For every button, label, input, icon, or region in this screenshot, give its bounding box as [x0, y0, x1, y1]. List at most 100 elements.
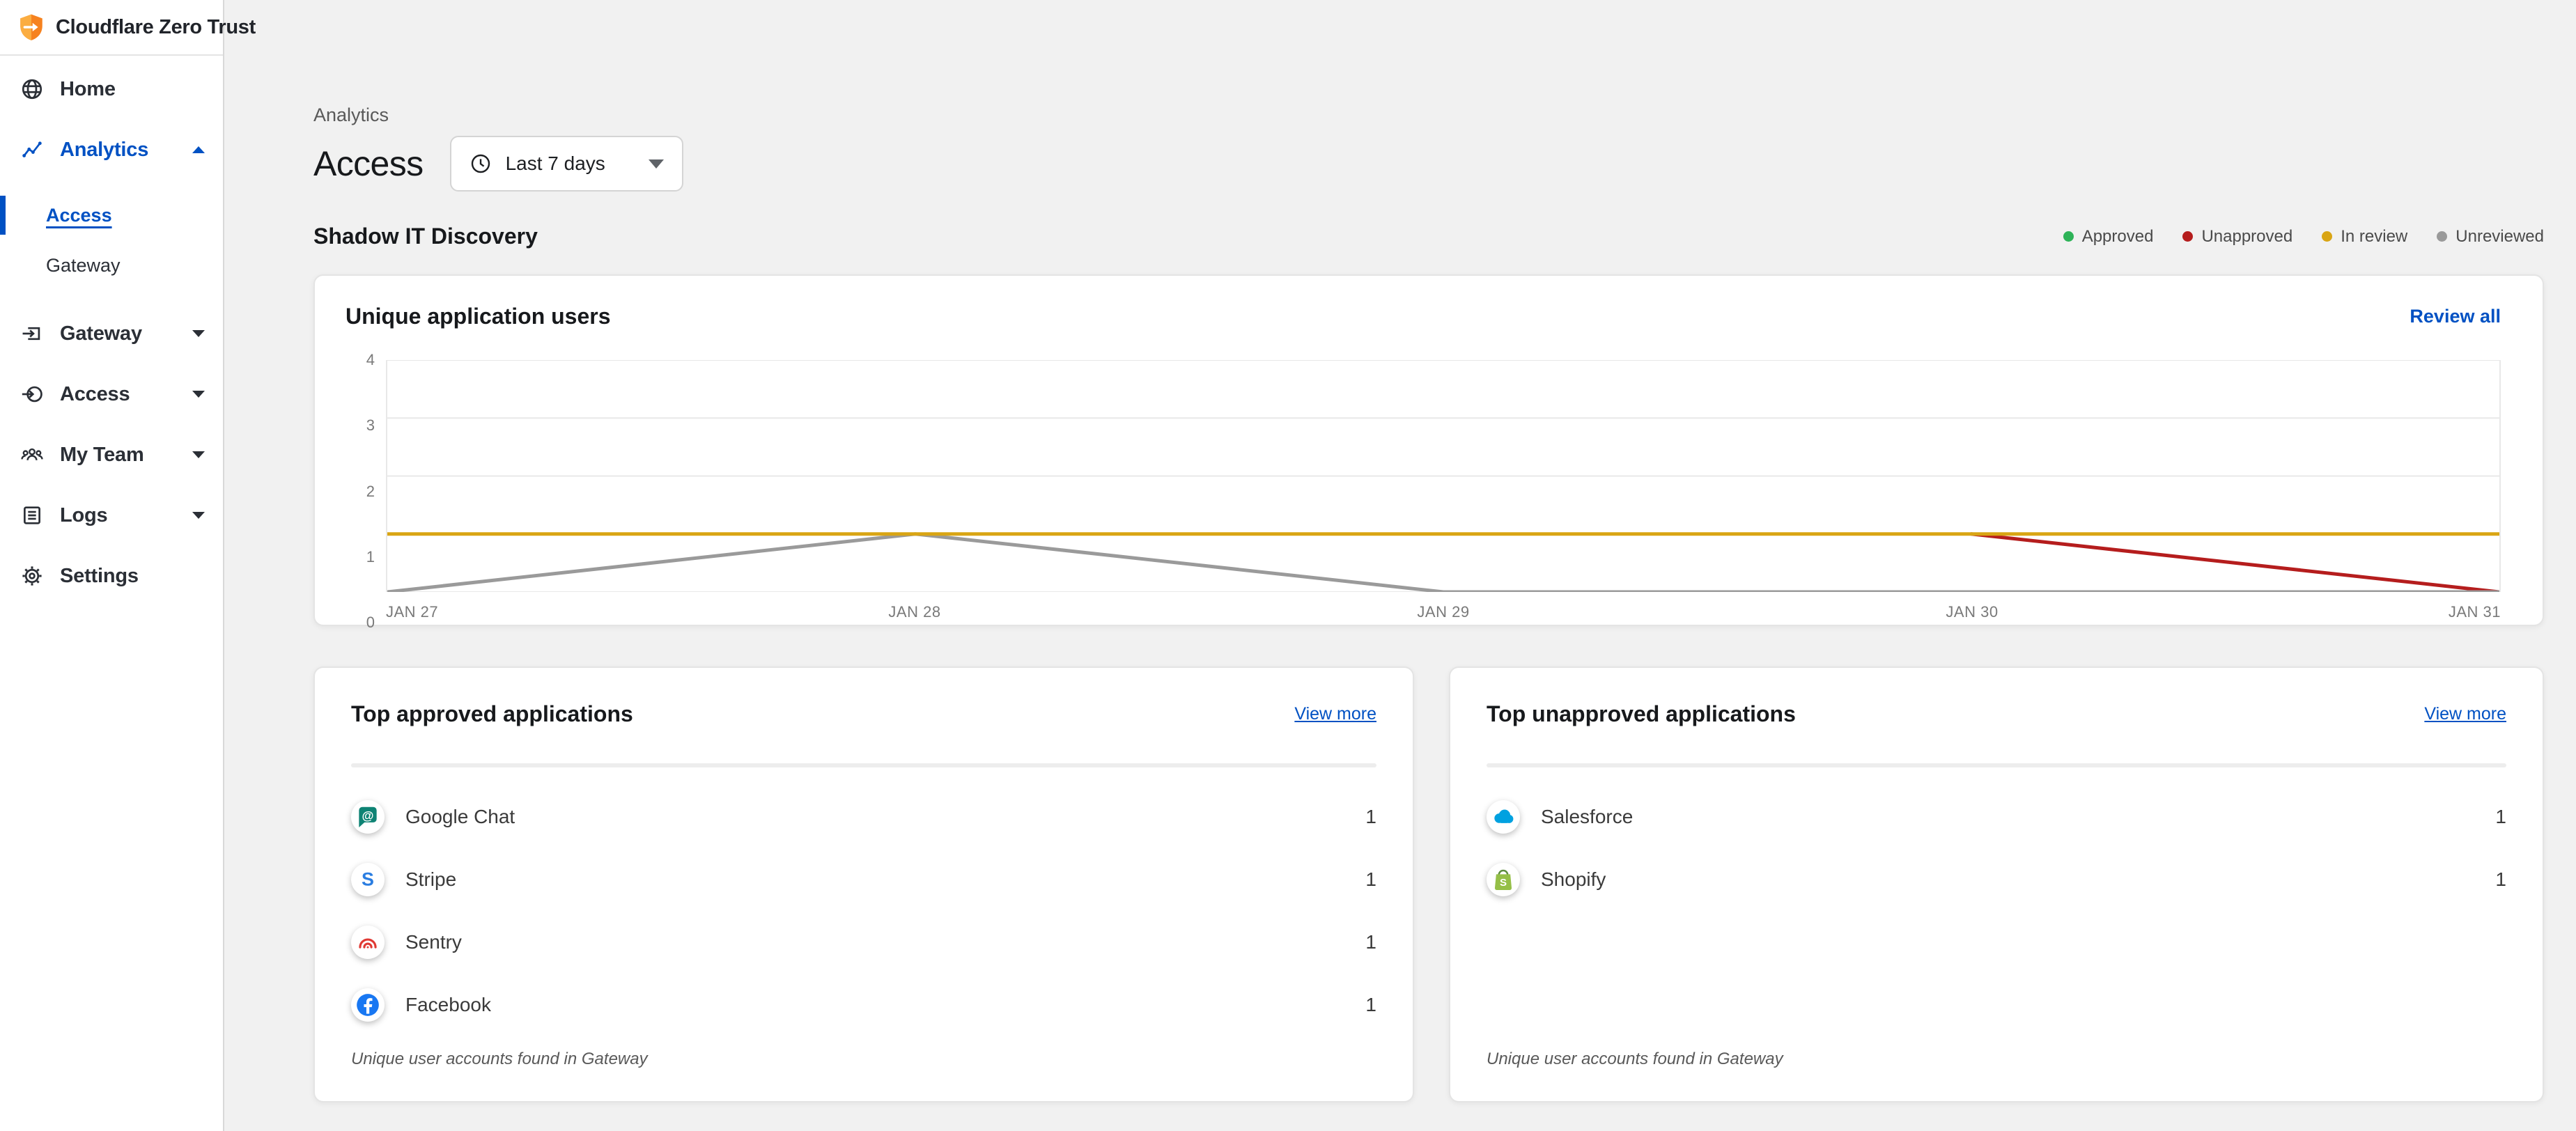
logs-icon — [20, 503, 45, 528]
unreviewed-dot-icon — [2437, 231, 2448, 242]
app-value: 1 — [1365, 868, 1376, 890]
status-legend: Approved Unapproved In review Unreviewed — [2063, 227, 2544, 247]
chevron-down-icon — [191, 329, 206, 338]
clock-icon — [470, 153, 492, 175]
sentry-icon — [351, 926, 385, 959]
salesforce-icon — [1487, 800, 1520, 834]
sidebar-item-logs[interactable]: Logs — [0, 488, 223, 543]
shopify-icon: S — [1487, 863, 1520, 896]
app-value: 1 — [1365, 931, 1376, 953]
gateway-icon — [20, 321, 45, 346]
approved-dot-icon — [2063, 231, 2074, 242]
legend-in-review: In review — [2322, 227, 2407, 247]
svg-text:S: S — [1500, 877, 1507, 889]
app-name: Shopify — [1541, 868, 1606, 890]
divider — [1487, 763, 2506, 767]
sidebar-item-label: My Team — [60, 443, 144, 466]
time-range-value: Last 7 days — [505, 153, 605, 174]
svg-text:S: S — [362, 869, 374, 890]
facebook-icon — [351, 988, 385, 1022]
chevron-down-icon — [191, 510, 206, 520]
sidebar-item-settings[interactable]: Settings — [0, 548, 223, 604]
sidebar-subitem-gateway[interactable]: Gateway — [46, 240, 223, 290]
sidebar-item-analytics[interactable]: Analytics — [0, 122, 223, 178]
app-row-facebook: Facebook 1 — [351, 974, 1376, 1036]
app-row-stripe: S Stripe 1 — [351, 848, 1376, 911]
app-value: 1 — [1365, 806, 1376, 827]
line-chart-plot[interactable] — [386, 360, 2501, 592]
app-name: Sentry — [405, 931, 462, 953]
sidebar-item-label: Gateway — [60, 322, 142, 345]
view-more-link[interactable]: View more — [2424, 704, 2506, 724]
view-more-link[interactable]: View more — [1294, 704, 1376, 724]
chevron-down-icon — [191, 389, 206, 399]
sidebar: Cloudflare Zero Trust Home — [0, 0, 256, 1131]
sidebar-item-label: Access — [60, 382, 130, 405]
app-value: 1 — [2495, 806, 2506, 827]
breadcrumb: Analytics — [313, 104, 389, 125]
logo[interactable]: Cloudflare Zero Trust — [0, 0, 256, 56]
team-icon — [20, 442, 45, 467]
legend-approved: Approved — [2063, 226, 2154, 247]
page-title: Access — [313, 144, 424, 183]
svg-text:@: @ — [362, 809, 374, 822]
sidebar-item-home[interactable]: Home — [0, 61, 223, 117]
unapproved-dot-icon — [2182, 231, 2194, 242]
time-range-dropdown[interactable]: Last 7 days — [449, 136, 683, 192]
stripe-icon: S — [351, 863, 385, 896]
legend-unapproved: Unapproved — [2182, 227, 2292, 247]
app-name: Google Chat — [405, 806, 515, 827]
line-chart-svg — [387, 360, 2499, 592]
sidebar-item-label: Logs — [60, 504, 108, 526]
approved-card-title: Top approved applications — [351, 701, 633, 726]
app-name: Stripe — [405, 868, 457, 890]
app-value: 1 — [1365, 994, 1376, 1015]
top-unapproved-card: Top unapproved applications View more — [1449, 666, 2544, 1102]
approved-app-list: @ Google Chat 1 S Stripe 1 — [351, 786, 1376, 1036]
app-name: Salesforce — [1541, 806, 1634, 827]
app-row-shopify: S Shopify 1 — [1487, 848, 2506, 911]
sidebar-nav: Home Analytics Access Gat — [0, 56, 223, 604]
subitem-label: Access — [46, 204, 112, 226]
in-review-dot-icon — [2322, 231, 2333, 242]
top-approved-card: Top approved applications View more @ Go… — [313, 666, 1414, 1102]
chart-title: Unique application users — [346, 304, 611, 329]
subitem-label: Gateway — [46, 254, 121, 276]
legend-unreviewed: Unreviewed — [2437, 227, 2544, 247]
sidebar-item-label: Settings — [60, 564, 139, 587]
gear-icon — [20, 563, 45, 588]
cloudflare-shield-icon — [20, 14, 42, 40]
x-axis-labels: JAN 27 JAN 28 JAN 29 JAN 30 JAN 31 — [386, 603, 2501, 621]
sidebar-item-label: Analytics — [60, 138, 149, 161]
chevron-up-icon — [191, 145, 206, 155]
legend-label: Unreviewed — [2455, 226, 2544, 246]
chevron-down-icon — [191, 450, 206, 460]
unapproved-card-title: Top unapproved applications — [1487, 701, 1796, 726]
analytics-subnav: Access Gateway — [0, 190, 223, 290]
review-all-link[interactable]: Review all — [2410, 306, 2501, 327]
sidebar-subitem-access[interactable]: Access — [0, 190, 223, 240]
card-footnote: Unique user accounts found in Gateway — [1487, 1050, 1783, 1068]
app-row-salesforce: Salesforce 1 — [1487, 786, 2506, 848]
google-chat-icon: @ — [351, 800, 385, 834]
globe-icon — [20, 77, 45, 102]
legend-label: Unapproved — [2201, 226, 2293, 246]
sidebar-item-gateway[interactable]: Gateway — [0, 306, 223, 361]
app-name: Facebook — [405, 994, 491, 1015]
sidebar-item-label: Home — [60, 77, 116, 100]
card-footnote: Unique user accounts found in Gateway — [351, 1050, 648, 1068]
unapproved-app-list: Salesforce 1 S Shopify 1 — [1487, 786, 2506, 911]
legend-label: In review — [2341, 226, 2408, 246]
app-title: Cloudflare Zero Trust — [56, 15, 256, 38]
legend-label: Approved — [2081, 226, 2154, 246]
section-title: Shadow IT Discovery — [313, 224, 538, 249]
sidebar-item-access[interactable]: Access — [0, 366, 223, 422]
app-row-google-chat: @ Google Chat 1 — [351, 786, 1376, 848]
app-row-sentry: Sentry 1 — [351, 911, 1376, 974]
sidebar-item-my-team[interactable]: My Team — [0, 427, 223, 483]
access-icon — [20, 382, 45, 407]
analytics-icon — [20, 137, 45, 162]
